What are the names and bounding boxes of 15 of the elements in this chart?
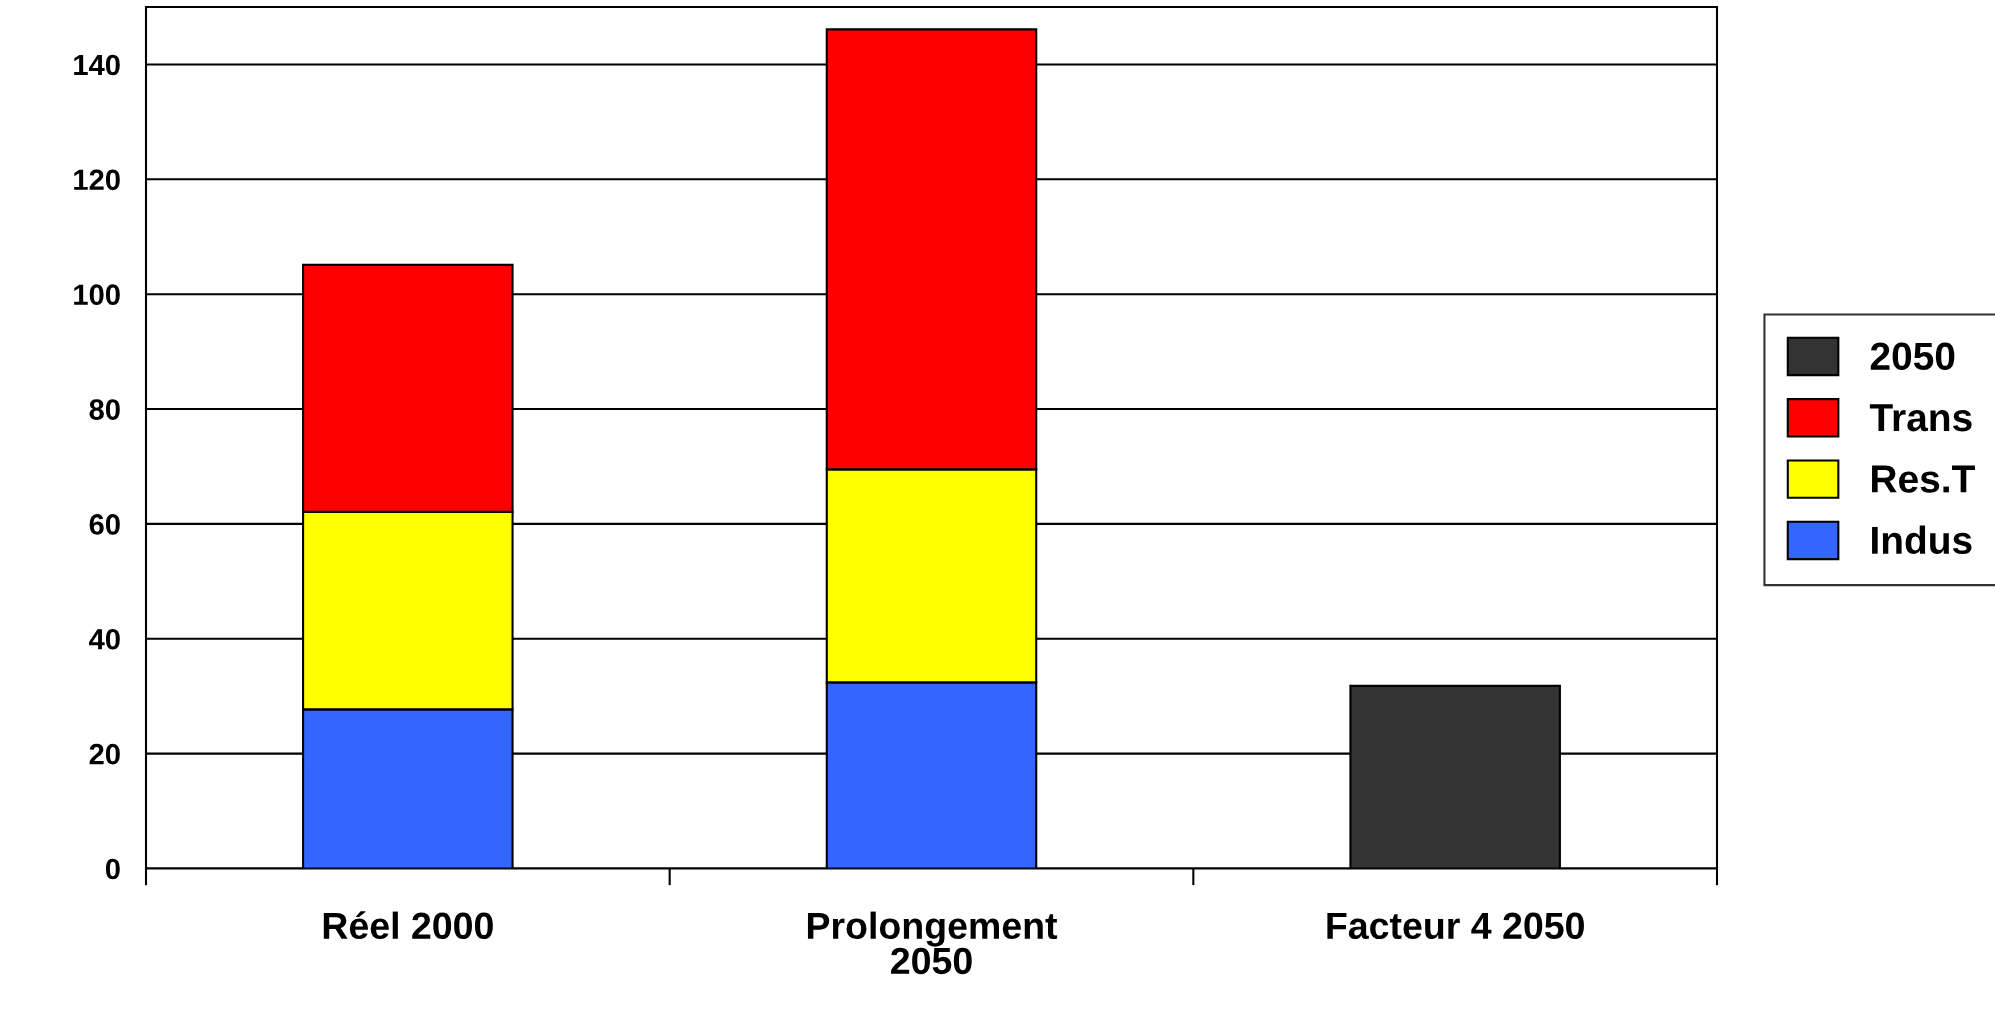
y-tick-label: 60 (89, 514, 120, 535)
y-tick-label: 0 (105, 858, 120, 880)
y-tick-label: 140 (74, 54, 120, 76)
y-tick-label: 120 (74, 169, 120, 191)
legend-label: Res.T (1872, 465, 1975, 493)
legend-label: Indus (1872, 525, 1972, 555)
x-tick-label: Réel 2000 (323, 911, 493, 940)
x-tick-label: Facteur 4 2050 (1327, 912, 1584, 940)
y-tick-label: 80 (89, 399, 120, 420)
y-tick-label: 40 (89, 628, 120, 650)
y-tick-label: 20 (89, 743, 120, 765)
legend-label: Trans (1869, 404, 1972, 432)
y-tick-label: 100 (74, 284, 120, 306)
x-tick-label: Prolongement 2050 (807, 911, 1058, 975)
legend-label: 2050 (1870, 342, 1955, 371)
